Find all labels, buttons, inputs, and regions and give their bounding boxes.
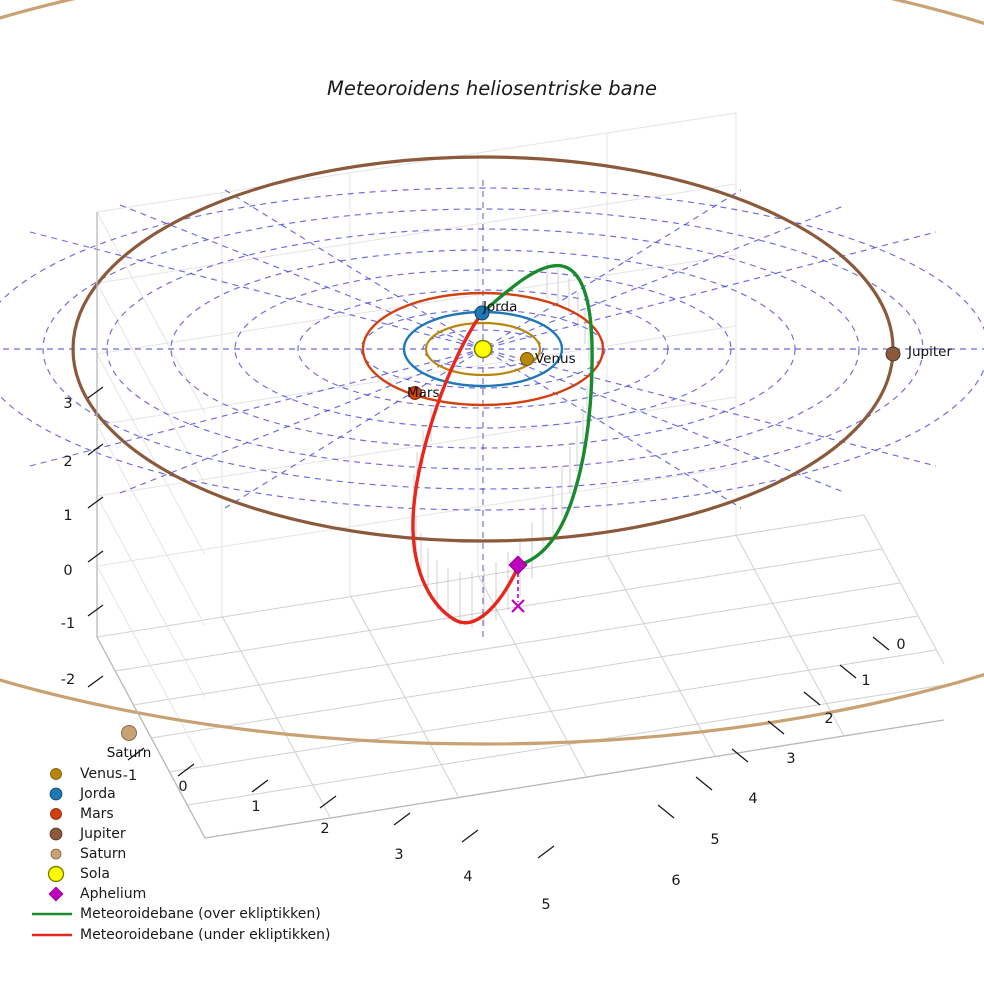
- y-tick-label: 4: [748, 791, 757, 807]
- legend-label: Meteoroidebane (under ekliptikken): [80, 927, 331, 943]
- legend: Venus Jorda Mars Jupiter Saturn: [32, 766, 331, 943]
- z-tick-label: 2: [63, 454, 72, 470]
- label-venus: Venus: [535, 351, 576, 367]
- z-axis-ticks: -2 -1 0 1 2 3: [61, 386, 104, 688]
- marker-mars: [408, 386, 422, 400]
- legend-marker-aphelium-icon: [48, 886, 64, 902]
- y-tick-label: 0: [896, 637, 905, 653]
- legend-item-sola: Sola: [47, 865, 110, 883]
- legend-item-orbit-over: Meteoroidebane (over ekliptikken): [32, 906, 321, 922]
- chart-title: Meteoroidens heliosentriske bane: [327, 77, 657, 100]
- y-tick-label: 6: [671, 873, 680, 889]
- legend-label: Jorda: [79, 786, 116, 802]
- label-mars: Mars: [407, 385, 440, 401]
- legend-item-venus: Venus: [50, 766, 122, 782]
- legend-marker-jupiter-icon: [49, 827, 63, 841]
- x-tick-label: -1: [123, 768, 137, 784]
- y-axis-ticks: 0 1 2 3 4 5 6: [657, 636, 906, 889]
- legend-item-mars: Mars: [50, 806, 114, 822]
- ecliptic-polar-grid: [0, 180, 984, 640]
- z-tick-label: 1: [63, 508, 72, 524]
- y-tick-label: 2: [824, 711, 833, 727]
- legend-label: Sola: [80, 866, 110, 882]
- legend-marker-saturn-icon: [50, 848, 62, 860]
- x-tick-label: 2: [320, 821, 329, 837]
- z-tick-label: 3: [63, 396, 72, 412]
- meteoroid-orbit-above-ecliptic: [480, 263, 594, 567]
- meteoroid-orbit-below-ecliptic: [411, 311, 521, 625]
- x-axis-ticks: -1 0 1 2 3 4 5: [123, 747, 555, 913]
- x-tick-label: 0: [178, 779, 187, 795]
- meteoroid-orbit: [411, 263, 594, 625]
- orbit-venus: [424, 321, 542, 377]
- aphelium-marker: [508, 555, 528, 575]
- axis-spines: [96, 212, 945, 839]
- label-saturn: Saturn: [107, 745, 152, 761]
- marker-venus: [520, 352, 534, 366]
- legend-item-jorda: Jorda: [49, 786, 116, 802]
- planet-markers: Venus Jorda Mars Jupiter Saturn: [107, 299, 953, 761]
- legend-item-aphelium: Aphelium: [48, 886, 146, 902]
- aphelium-projection-marker: [511, 599, 525, 613]
- z-tick-label: -2: [61, 672, 75, 688]
- x-tick-label: 1: [251, 799, 260, 815]
- y-tick-label: 1: [861, 673, 870, 689]
- x-tick-label: 4: [463, 869, 472, 885]
- legend-label: Saturn: [80, 846, 126, 862]
- legend-marker-jorda-icon: [49, 787, 63, 801]
- x-tick-label: 5: [541, 897, 550, 913]
- legend-label: Meteoroidebane (over ekliptikken): [80, 906, 321, 922]
- z-tick-label: -1: [61, 616, 75, 632]
- marker-saturn: [121, 725, 137, 741]
- y-tick-label: 5: [710, 832, 719, 848]
- orbit-mars: [361, 291, 605, 407]
- legend-item-saturn: Saturn: [50, 846, 126, 862]
- legend-marker-venus-icon: [50, 768, 62, 780]
- axes-pane-grid: [96, 112, 951, 839]
- legend-item-jupiter: Jupiter: [49, 826, 126, 842]
- x-axis-spine: [96, 636, 206, 839]
- label-jupiter: Jupiter: [907, 344, 952, 360]
- marker-jorda: [474, 305, 490, 321]
- legend-marker-sola-icon: [47, 865, 65, 883]
- legend-marker-mars-icon: [50, 808, 62, 820]
- legend-label: Aphelium: [80, 886, 146, 902]
- planet-orbits: [0, 0, 984, 746]
- legend-item-orbit-under: Meteoroidebane (under ekliptikken): [32, 927, 331, 943]
- y-tick-label: 3: [786, 751, 795, 767]
- orbit-saturn: [0, 0, 984, 746]
- legend-label: Mars: [80, 806, 114, 822]
- marker-sola: [473, 339, 493, 359]
- aphelium-group: [508, 555, 528, 613]
- z-tick-label: 0: [63, 563, 72, 579]
- y-axis-spine: [204, 719, 945, 839]
- legend-label: Jupiter: [79, 826, 126, 842]
- label-jorda: Jorda: [482, 299, 517, 315]
- legend-label: Venus: [80, 766, 122, 782]
- marker-jupiter: [885, 346, 901, 362]
- x-tick-label: 3: [394, 847, 403, 863]
